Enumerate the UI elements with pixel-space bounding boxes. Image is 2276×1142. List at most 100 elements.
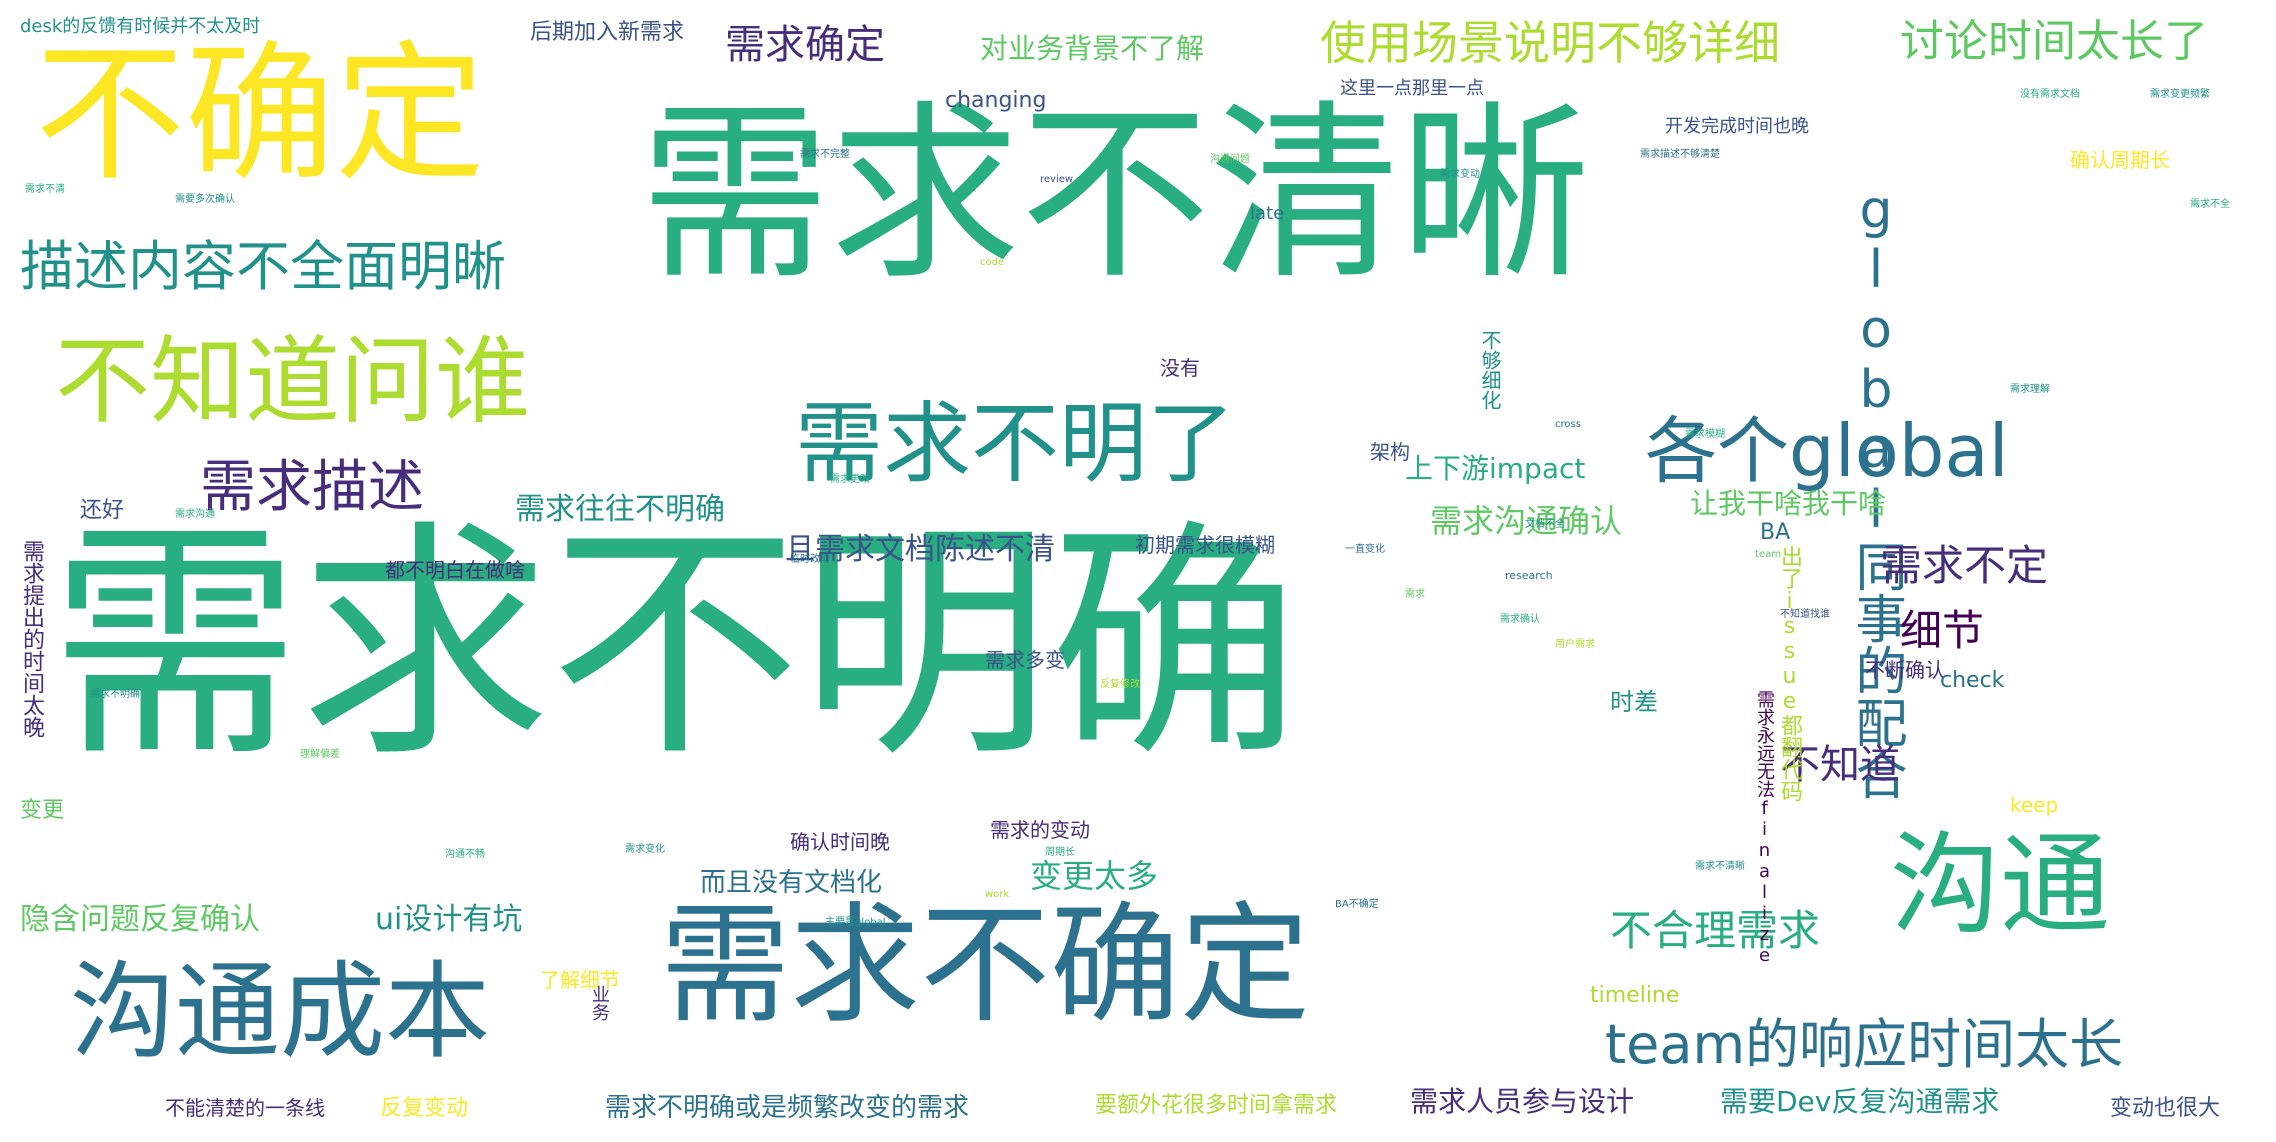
word-small: research: [1505, 569, 1553, 582]
word-small: cross: [1555, 419, 1581, 430]
word-small: 理解偏差: [300, 749, 340, 760]
word-changing: changing: [945, 88, 1047, 113]
word-discussion-too-long: 讨论时间太长了: [1900, 16, 2208, 67]
word-dont-know: 不知道: [1780, 742, 1900, 788]
word-small: 沟通不畅: [445, 849, 485, 860]
word-dont-know-whom-to-ask: 不知道问谁: [55, 327, 531, 437]
word-small: 临时改动: [790, 554, 830, 565]
word-details: 细节: [1900, 606, 1985, 655]
word-small: 需求更改: [830, 474, 870, 485]
word-repeated-change: 反复变动: [380, 1096, 469, 1121]
word-do-what-told: 让我干啥我干啥: [1690, 487, 1887, 520]
word-small: work: [985, 889, 1010, 900]
word-small: 主要是global: [825, 917, 886, 928]
word-never-finalize: 需求永远无法finalize: [1754, 690, 1775, 966]
word-implicit-issues: 隐含问题反复确认: [20, 902, 260, 937]
word-small: 需求不清: [25, 184, 65, 195]
word-small: 需求不全: [2190, 199, 2230, 210]
word-upstream-downstream-impact: 上下游impact: [1405, 452, 1586, 485]
word-small: review: [1040, 174, 1074, 185]
word-scattered: 这里一点那里一点: [1340, 78, 1484, 99]
word-small: 需求模糊: [1685, 429, 1725, 440]
word-frequent-change: 需求不明确或是频繁改变的需求: [605, 1093, 970, 1123]
word-small: 需要多次确认: [175, 194, 235, 205]
word-late-submission: 需求提出的时间太晚: [19, 540, 44, 738]
word-small: 需求不清晰: [1695, 861, 1745, 872]
word-business-unknown: 对业务背景不了解: [980, 32, 1205, 65]
word-communication: 沟通: [1890, 821, 2110, 949]
word-requirements-unclear: 需求不明确: [50, 499, 1300, 790]
word-late-confirm: 确认时间晚: [790, 830, 890, 854]
word-people-in-design: 需求人员参与设计: [1410, 1085, 1635, 1118]
word-change: 变更: [20, 798, 65, 823]
word-small: 用户需求: [1555, 639, 1595, 650]
word-global-colleague-cooperation: global同事的配合: [1846, 180, 1906, 800]
word-check: check: [1940, 668, 2005, 693]
word-team-response-slow: team的响应时间太长: [1605, 1013, 2124, 1076]
word-doc-unclear: 且需求文档陈述不清: [785, 532, 1055, 567]
word-read-code: 出了issue都翻代码: [1777, 545, 1802, 802]
word-late-new-requirement: 后期加入新需求: [530, 20, 685, 45]
word-requirements-vague: 需求不明了: [795, 392, 1236, 495]
word-big-changes: 变动也很大: [2110, 1096, 2221, 1121]
word-extra-time: 要额外花很多时间拿需求: [1095, 1093, 1338, 1118]
word-small: 需求沟通: [175, 509, 215, 520]
word-too-many-changes: 变更太多: [1030, 857, 1159, 895]
word-small: 需求不完整: [800, 149, 850, 160]
word-late-completion: 开发完成时间也晚: [1665, 116, 1809, 137]
word-uncertain: 不确定: [35, 28, 486, 202]
word-changing-requirements: 需求多变: [985, 648, 1065, 672]
word-ba: BA: [1760, 520, 1791, 545]
word-small: 没有需求文档: [2020, 89, 2080, 100]
word-small: 文档不全: [1525, 519, 1565, 530]
word-requirements-not-clear: 需求不清晰: [640, 84, 1591, 305]
word-small: 需求确认: [1500, 614, 1540, 625]
word-requirement-description: 需求描述: [200, 455, 424, 520]
word-none: 没有: [1160, 356, 1200, 380]
word-small: 周期长: [1045, 847, 1075, 858]
word-small: 需求变更频繁: [2150, 89, 2210, 100]
word-requirement-communication-confirm: 需求沟通确认: [1430, 502, 1623, 540]
word-requirements-unsettled: 需求不定: [1880, 541, 2049, 590]
word-small: 需求变动: [1440, 169, 1480, 180]
word-small: 不知道找谁: [1780, 609, 1830, 620]
word-architecture: 架构: [1370, 440, 1410, 464]
word-know-details: 了解细节: [540, 968, 620, 992]
word-timezone: 时差: [1610, 688, 1658, 716]
word-often-unclear: 需求往往不明确: [515, 492, 725, 527]
word-small: 需求理解: [2010, 384, 2050, 395]
word-timeline: timeline: [1590, 983, 1680, 1008]
word-requirement-change: 需求的变动: [990, 818, 1090, 842]
word-no-clear-line: 不能清楚的一条线: [165, 1096, 325, 1120]
word-keep: keep: [2010, 793, 2059, 817]
word-business: 业务: [589, 985, 610, 1021]
word-small: 沟通问题: [1210, 154, 1250, 165]
word-dont-understand-doing: 都不明白在做啥: [385, 558, 525, 582]
word-requirements-confirmed: 需求确定: [725, 22, 885, 68]
word-small: BA不确定: [1335, 899, 1379, 910]
word-ok: 还好: [80, 498, 125, 523]
word-desk-feedback: desk的反馈有时候并不太及时: [20, 16, 261, 37]
word-ui-design-pitfall: ui设计有坑: [375, 902, 523, 937]
word-keep-confirming: 不断确认: [1865, 658, 1945, 682]
word-requirements-uncertain: 需求不确定: [660, 889, 1311, 1041]
word-small: 一直变化: [1345, 544, 1385, 555]
word-early-vague: 初期需求很模糊: [1135, 533, 1275, 557]
word-small: code: [980, 257, 1005, 268]
word-small: 反复修改: [1100, 679, 1140, 690]
word-dev-repeated-communication: 需要Dev反复沟通需求: [1720, 1085, 2000, 1118]
word-small: team: [1755, 549, 1781, 560]
word-no-documentation: 而且没有文档化: [700, 868, 883, 898]
word-small: 需求: [1405, 589, 1425, 600]
word-small: 需求不明确: [90, 689, 140, 700]
word-incomplete-description: 描述内容不全面明晰: [20, 235, 506, 298]
word-late: late: [1250, 203, 1285, 224]
word-unreasonable-requirement: 不合理需求: [1610, 906, 1821, 955]
word-small: 需求变化: [625, 844, 665, 855]
word-not-detailed: 不够细化: [1478, 330, 1502, 410]
word-communication-cost: 沟通成本: [70, 951, 491, 1073]
word-scenario-insufficient: 使用场景说明不够详细: [1320, 16, 1780, 70]
word-each-global: 各个global: [1645, 409, 2009, 493]
word-long-confirm-cycle: 确认周期长: [2070, 148, 2170, 172]
